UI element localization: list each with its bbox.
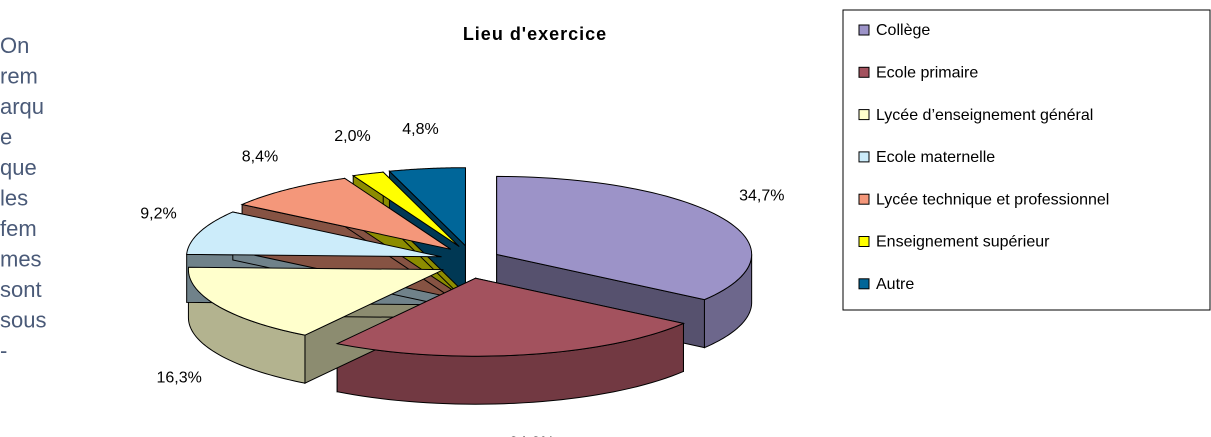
legend-label: Collège bbox=[876, 22, 930, 39]
legend-swatch bbox=[858, 151, 870, 163]
text-line: les bbox=[0, 185, 28, 210]
legend-label: Ecole maternelle bbox=[876, 149, 995, 166]
legend-label: Autre bbox=[876, 276, 914, 293]
text-line: sont bbox=[0, 277, 42, 302]
legend-swatch bbox=[858, 278, 870, 290]
data-label: 9,2% bbox=[140, 205, 176, 222]
data-label: 16,3% bbox=[156, 370, 201, 387]
legend-label: Enseignement supérieur bbox=[876, 234, 1050, 251]
pie-slice bbox=[496, 175, 753, 301]
pie-slice bbox=[351, 171, 460, 248]
pie-slice bbox=[240, 177, 452, 250]
pie-slice bbox=[186, 211, 442, 258]
text-line: rem bbox=[0, 63, 38, 88]
legend-swatch bbox=[858, 193, 870, 205]
text-line: e bbox=[0, 124, 12, 149]
text-line: sous bbox=[0, 307, 46, 332]
text-line: arqu bbox=[0, 94, 44, 119]
data-labels: 34,7% 24,2% 16,3% 9,2% 8,4% 2,0% 4,8% bbox=[140, 121, 784, 437]
data-label: 4,8% bbox=[402, 121, 438, 138]
data-label: 2,0% bbox=[334, 128, 370, 145]
text-line: On bbox=[0, 33, 29, 58]
legend: Collège Ecole primaire Lycée d’enseignemen… bbox=[858, 22, 1109, 293]
pie-slice bbox=[335, 277, 686, 357]
text-line: que bbox=[0, 155, 37, 180]
legend-swatch bbox=[858, 24, 870, 36]
data-label: 8,4% bbox=[242, 149, 278, 166]
pie-slice bbox=[187, 266, 444, 336]
legend-label: Lycée d’enseignement général bbox=[876, 107, 1093, 124]
text-line: - bbox=[0, 338, 7, 363]
pie-tops bbox=[186, 167, 753, 357]
chart-title: Lieu d'exercice bbox=[463, 24, 607, 44]
data-label: 34,7% bbox=[739, 188, 784, 205]
legend-box bbox=[842, 9, 1211, 311]
data-label: 24,2% bbox=[509, 435, 554, 437]
text-column: On rem arqu e que les fem mes sont sous - bbox=[0, 33, 46, 363]
legend-swatch bbox=[858, 66, 870, 78]
text-line: fem bbox=[0, 216, 37, 241]
pie-slice bbox=[388, 167, 466, 247]
legend-swatch bbox=[858, 236, 870, 247]
legend-label: Ecole primaire bbox=[876, 65, 978, 82]
legend-label: Lycée technique et professionnel bbox=[876, 191, 1109, 208]
legend-swatch bbox=[858, 109, 870, 121]
text-line: mes bbox=[0, 246, 42, 271]
